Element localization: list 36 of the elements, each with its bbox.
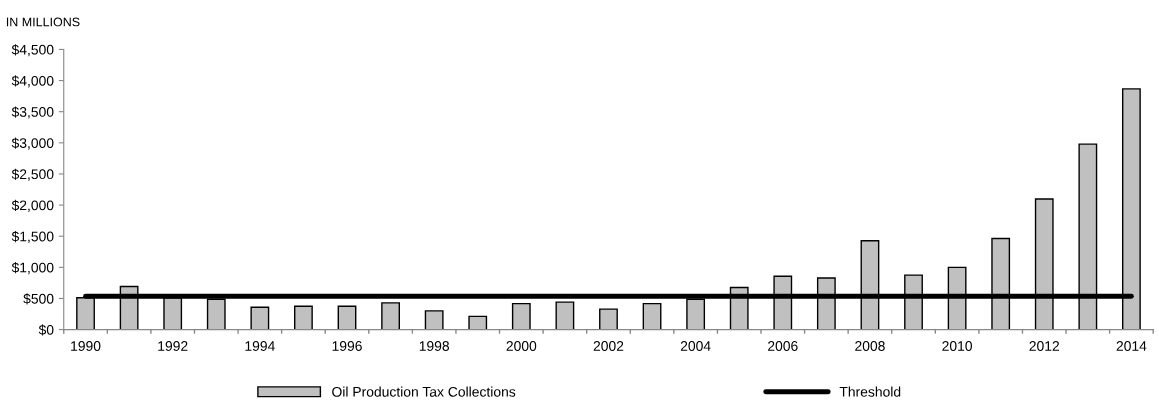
x-tick-label: 1996 [332, 341, 362, 351]
y-tick-label: $2,000 [11, 199, 54, 212]
x-tick-label: 1990 [71, 341, 101, 351]
bar [337, 305, 357, 330]
y-tick-label: $4,000 [11, 75, 54, 88]
y-tick-label: $3,000 [11, 137, 54, 150]
bar [381, 302, 400, 330]
y-tick-label: $2,500 [11, 168, 54, 181]
x-tick-label: 2008 [855, 341, 885, 351]
x-tick-label: 2002 [593, 341, 624, 351]
bar [642, 302, 662, 330]
y-tick-label: $0 [38, 324, 54, 336]
y-tick-label: $500 [23, 293, 54, 305]
x-tick-label: 1998 [419, 341, 450, 351]
x-tick-label: 2000 [506, 341, 537, 351]
bar [294, 305, 313, 330]
x-tick-label: 1994 [245, 341, 275, 351]
y-tick-label: $1,000 [11, 262, 54, 275]
legend-label: Oil Production Tax Collections [332, 386, 516, 397]
x-tick-label: 2012 [1029, 341, 1060, 351]
x-tick-label: 2006 [768, 341, 798, 351]
bar [250, 306, 270, 330]
y-tick-label: $1,500 [11, 230, 54, 244]
bar [555, 301, 575, 330]
bar [511, 302, 531, 330]
x-tick-label: 2010 [942, 341, 973, 351]
bar [599, 308, 618, 330]
x-tick-label: 2004 [680, 341, 711, 351]
x-tick-label: 1992 [158, 341, 188, 351]
legend-label: Threshold [839, 386, 901, 397]
y-axis-title: IN MILLIONS [6, 17, 80, 27]
bar [424, 310, 444, 330]
y-tick-label: $4,500 [11, 44, 54, 57]
x-tick-label: 2014 [1116, 341, 1147, 351]
y-tick-label: $3,500 [11, 106, 54, 119]
bar [468, 315, 488, 330]
